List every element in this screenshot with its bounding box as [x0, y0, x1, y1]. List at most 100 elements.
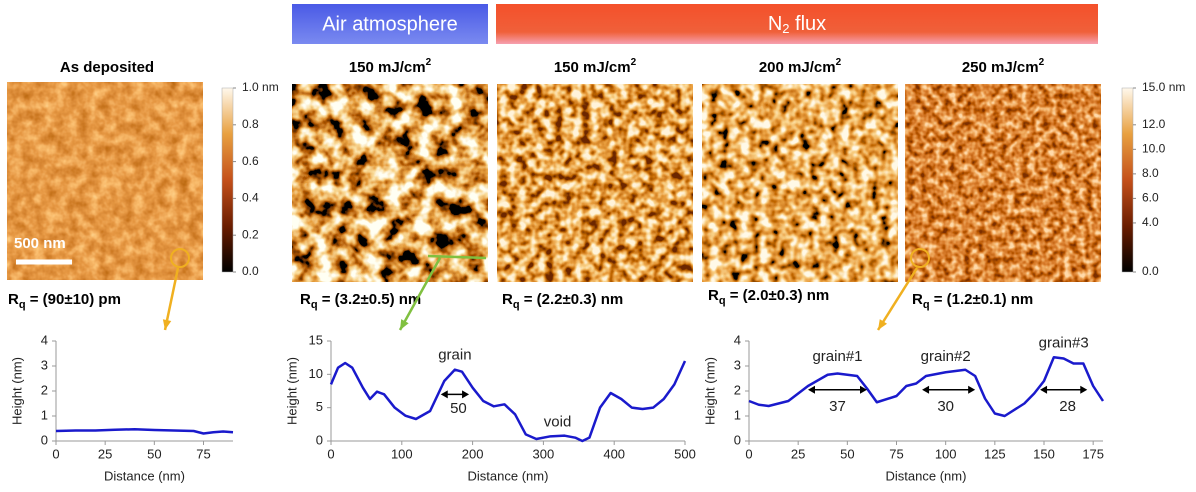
panel-title: 150 mJ/cm2 [554, 57, 637, 76]
colorbar-label: 4.0 [1142, 215, 1159, 229]
colorbar [1122, 88, 1133, 272]
x-tick-label: 175 [1082, 446, 1104, 461]
colorbar-label: 6.0 [1142, 191, 1159, 205]
x-tick-label: 50 [840, 446, 854, 461]
colorbar-label: 0.6 [242, 154, 259, 168]
rq-sub: q [923, 299, 930, 311]
title-text: 250 mJ/cm [962, 59, 1039, 76]
rq-rest: = (90±10) pm [26, 291, 121, 308]
profile-line [56, 429, 233, 433]
x-tick-label: 75 [889, 446, 903, 461]
panel-title: As deposited [60, 59, 154, 76]
x-tick-label: 125 [984, 446, 1006, 461]
roughness: Rq = (3.2±0.5) nm [300, 291, 421, 311]
title-text: 150 mJ/cm [554, 59, 631, 76]
y-tick-label: 5 [316, 399, 323, 414]
y-tick-label: 0 [734, 432, 741, 447]
arrow-head [441, 390, 448, 398]
colorbar-label: 12.0 [1142, 117, 1166, 131]
x-tick-label: 0 [327, 446, 334, 461]
colorbar-label: 0.0 [242, 264, 259, 278]
rq-sub: q [311, 299, 318, 311]
y-axis-label: Height (nm) [702, 357, 717, 425]
rq-sub: q [19, 299, 26, 311]
arrow-head [462, 390, 469, 398]
x-axis-label: Distance (nm) [104, 468, 185, 483]
y-tick-label: 2 [41, 382, 48, 397]
title-sup: 2 [426, 57, 432, 68]
annotation: grain [438, 347, 471, 364]
colorbar-label: 0.4 [242, 191, 259, 205]
roughness: Rq = (2.2±0.3) nm [502, 291, 623, 311]
afm-image [497, 84, 693, 282]
afm-image [905, 84, 1101, 282]
x-tick-label: 500 [674, 446, 696, 461]
y-tick-label: 10 [309, 366, 323, 381]
arrow-head [968, 386, 975, 394]
x-tick-label: 150 [1033, 446, 1055, 461]
title-sup: 2 [631, 57, 637, 68]
rq-sub: q [513, 299, 520, 311]
x-axis-label: Distance (nm) [468, 468, 549, 483]
rq-rest: = (2.0±0.3) nm [726, 287, 830, 304]
y-axis-label: Height (nm) [9, 357, 24, 425]
colorbar [222, 88, 233, 272]
x-tick-label: 25 [791, 446, 805, 461]
rq-main: R [502, 291, 513, 308]
annotation: 28 [1059, 398, 1076, 415]
y-tick-label: 0 [316, 432, 323, 447]
y-tick-label: 2 [734, 382, 741, 397]
annotation: void [544, 413, 572, 430]
x-tick-label: 200 [462, 446, 484, 461]
annotation: 50 [450, 400, 467, 417]
y-tick-label: 15 [309, 332, 323, 347]
air-label: Air atmosphere [322, 13, 458, 35]
rq-main: R [300, 291, 311, 308]
roughness: Rq = (1.2±0.1) nm [912, 291, 1033, 311]
panel-title: 150 mJ/cm2 [349, 57, 432, 76]
panel-title: 200 mJ/cm2 [759, 57, 842, 76]
rq-rest: = (3.2±0.5) nm [318, 291, 422, 308]
colorbar-label: 8.0 [1142, 166, 1159, 180]
y-tick-label: 3 [734, 357, 741, 372]
arrow-head [1040, 386, 1047, 394]
arrow-head [1080, 386, 1087, 394]
y-tick-label: 4 [41, 332, 48, 347]
colorbar-label: 0.0 [1142, 264, 1159, 278]
x-tick-label: 100 [935, 446, 957, 461]
x-axis-label: Distance (nm) [886, 468, 967, 483]
y-tick-label: 1 [41, 407, 48, 422]
x-tick-label: 400 [603, 446, 625, 461]
title-text: 200 mJ/cm [759, 59, 836, 76]
rq-rest: = (2.2±0.3) nm [520, 291, 624, 308]
x-tick-label: 0 [745, 446, 752, 461]
rq-main: R [8, 291, 19, 308]
colorbar-label: 1.0 nm [242, 80, 279, 94]
y-axis-label: Height (nm) [284, 357, 299, 425]
x-tick-label: 0 [52, 446, 59, 461]
figure: Air atmosphere N2 flux As deposited Rq = … [0, 0, 1196, 492]
colorbar-label: 0.8 [242, 117, 259, 131]
colorbar-label: 10.0 [1142, 142, 1166, 156]
rq-main: R [708, 287, 719, 304]
x-tick-label: 75 [196, 446, 210, 461]
roughness: Rq = (90±10) pm [8, 291, 121, 311]
n2-label: N2 flux [768, 13, 826, 36]
y-tick-label: 1 [734, 407, 741, 422]
y-tick-label: 3 [41, 357, 48, 372]
colorbar-label: 0.2 [242, 227, 259, 241]
colorbar-label: 15.0 nm [1142, 80, 1185, 94]
annotation: grain#1 [812, 348, 862, 365]
afm-image [702, 84, 898, 282]
y-tick-label: 4 [734, 332, 741, 347]
arrow-head [808, 386, 815, 394]
x-tick-label: 50 [147, 446, 161, 461]
profile-line [331, 361, 685, 441]
y-tick-label: 0 [41, 432, 48, 447]
n2-main: N [768, 13, 782, 35]
annotation: 30 [937, 398, 954, 415]
profile-line [749, 357, 1103, 416]
rq-sub: q [719, 295, 726, 307]
n2-sub: 2 [782, 21, 789, 36]
scale-bar-label: 500 nm [14, 235, 66, 252]
